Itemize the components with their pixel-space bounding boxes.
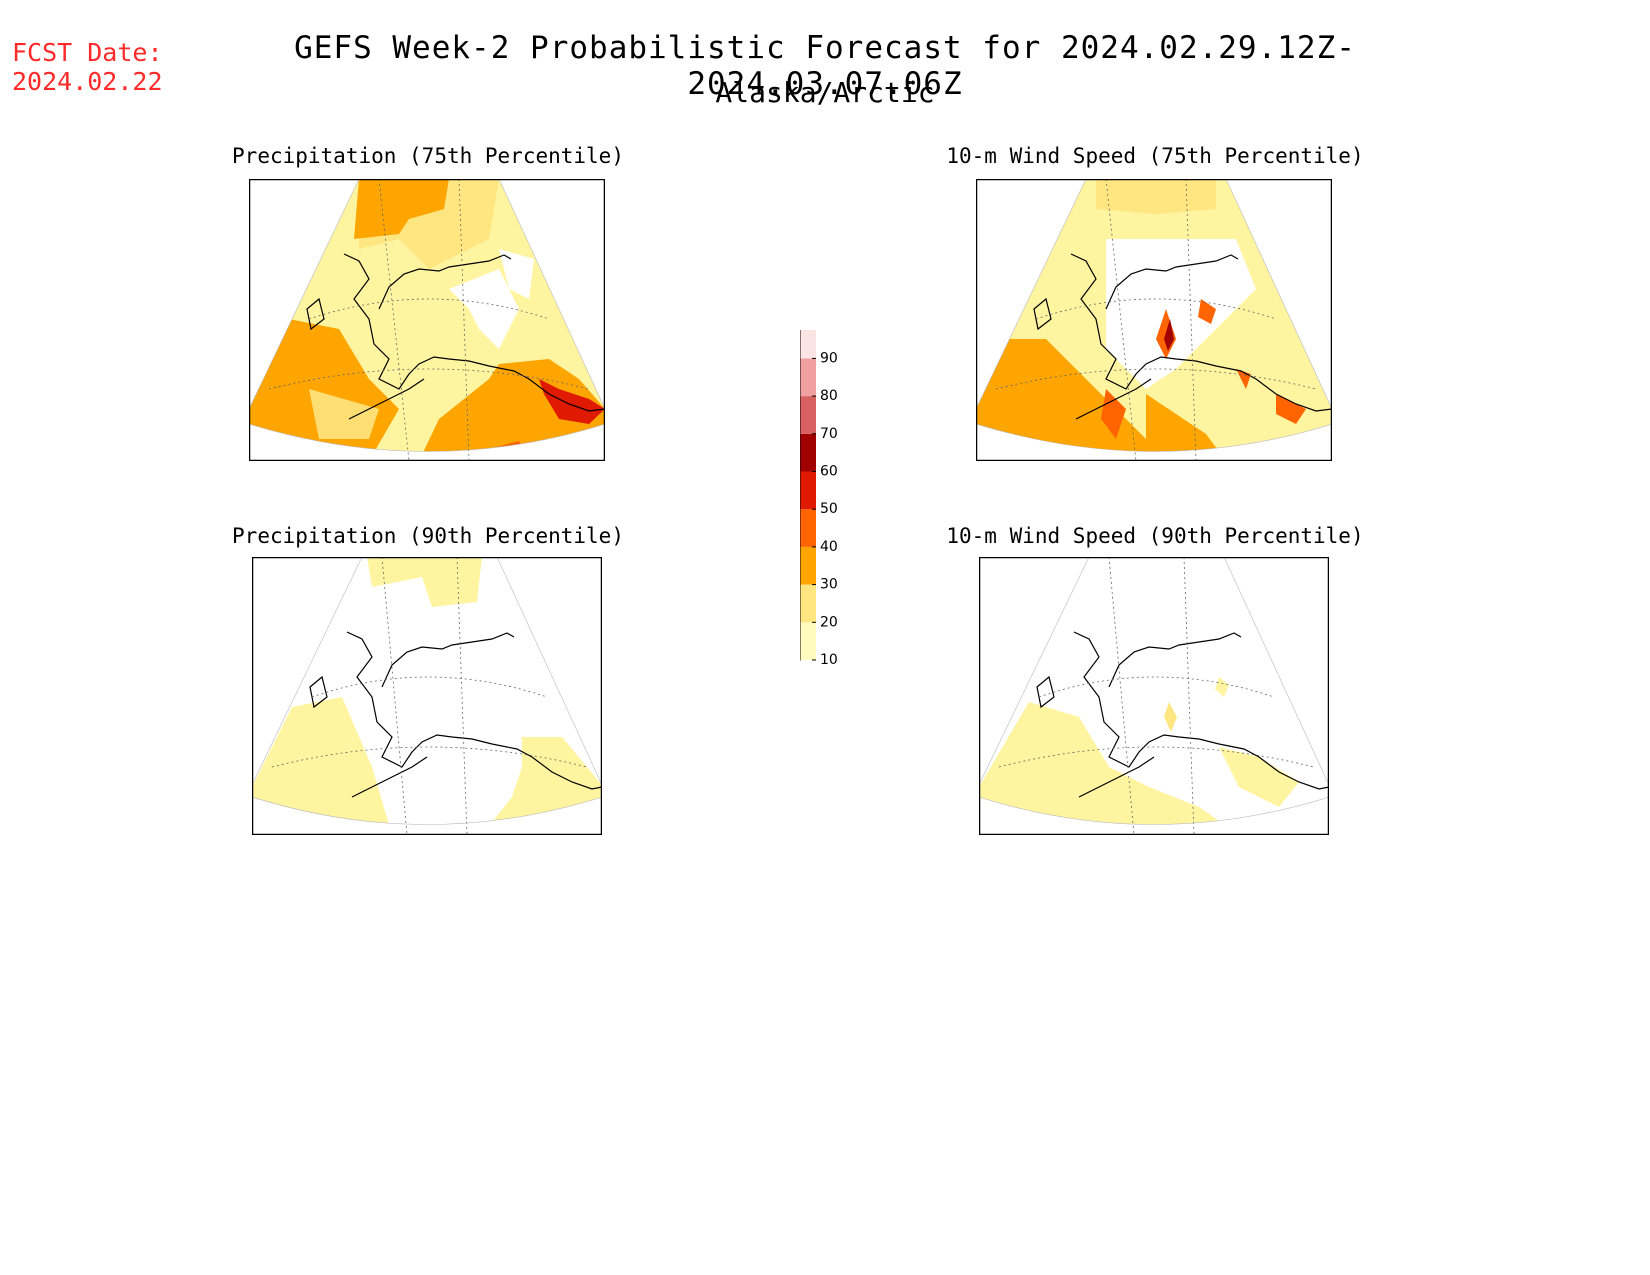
- color-scale-box: [800, 584, 816, 623]
- color-scale-label: 70: [820, 426, 838, 442]
- forecast-date-block: FCST Date: 2024.02.22: [12, 38, 163, 96]
- color-scale-box: [800, 471, 816, 510]
- color-scale-label: 60: [820, 464, 838, 480]
- color-scale-label: 10: [820, 652, 838, 668]
- color-scale-box: [800, 622, 816, 660]
- color-scale-label: 30: [820, 577, 838, 593]
- map-precip-75: [249, 179, 605, 461]
- page-title: GEFS Week-2 Probabilistic Forecast for 2…: [294, 30, 1356, 102]
- map-wind-90: [979, 557, 1329, 835]
- map-precip-90: [252, 557, 602, 835]
- region-subtitle: Alaska/Arctic: [715, 76, 935, 109]
- color-scale: 10 20 30 40 50 60 70 80 90: [800, 330, 838, 668]
- map-wind-75: [976, 179, 1332, 461]
- color-scale-box: [800, 330, 816, 359]
- color-scale-label: 90: [820, 350, 838, 366]
- color-scale-box: [800, 396, 816, 434]
- panel-title-precip-90: Precipitation (90th Percentile): [232, 524, 624, 548]
- panel-title-wind-90: 10-m Wind Speed (90th Percentile): [946, 524, 1364, 548]
- panel-title-wind-75: 10-m Wind Speed (75th Percentile): [946, 144, 1364, 168]
- color-scale-label: 40: [820, 539, 838, 555]
- color-scale-box: [800, 433, 816, 472]
- forecast-date-value: 2024.02.22: [12, 67, 163, 96]
- color-scale-label: 50: [820, 501, 838, 517]
- color-scale-box: [800, 358, 816, 397]
- color-scale-labels: 10 20 30 40 50 60 70 80 90: [820, 350, 838, 668]
- panel-title-precip-75: Precipitation (75th Percentile): [232, 144, 624, 168]
- color-scale-boxes: [800, 330, 816, 662]
- forecast-date-label: FCST Date:: [12, 38, 163, 67]
- color-scale-label: 80: [820, 388, 838, 404]
- color-scale-label: 20: [820, 614, 838, 630]
- color-scale-box: [800, 546, 816, 585]
- color-scale-box: [800, 509, 816, 547]
